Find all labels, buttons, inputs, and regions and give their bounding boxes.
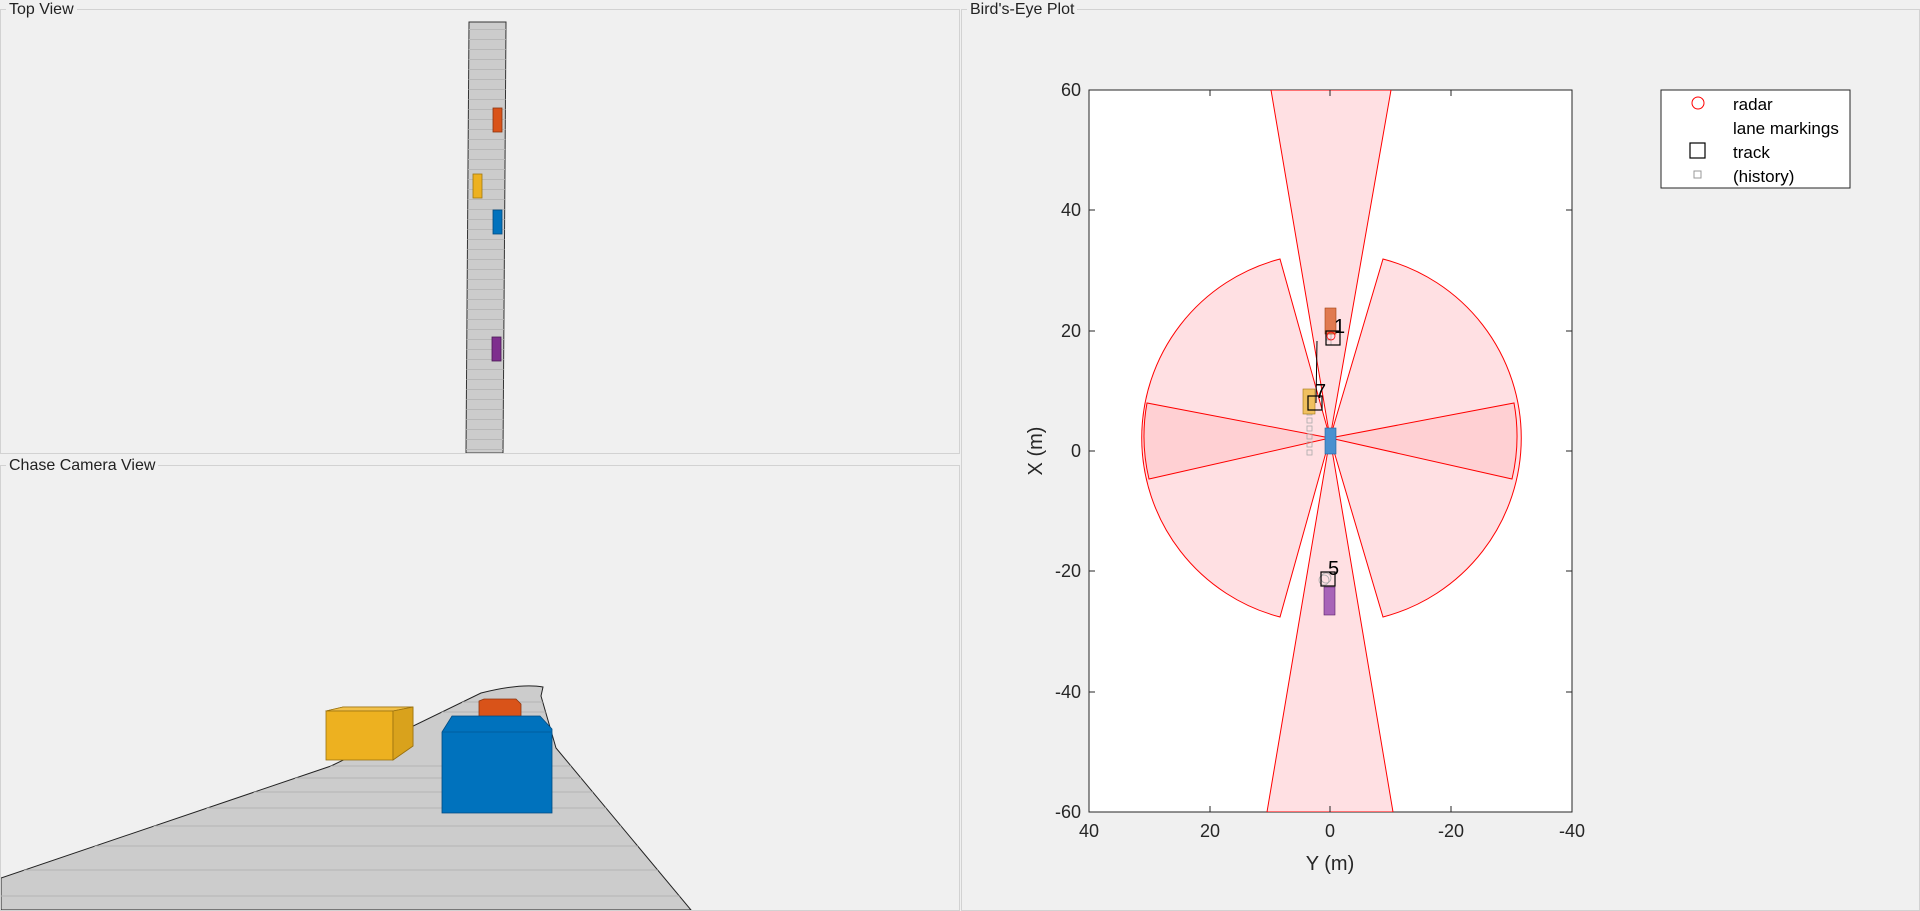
bep-ego-car [1324,427,1337,455]
x-tick-label: 20 [1200,821,1220,841]
x-tick-label: 40 [1079,821,1099,841]
chase-yellow-car [325,706,414,761]
radar-coverage-right-narrow [1329,402,1518,480]
track-label-7: 7 [1315,381,1326,403]
x-tick-label: -40 [1559,821,1585,841]
x-axis-ticks [1088,90,1573,812]
legend: radar lane markings track (history) [1660,89,1851,189]
radar-detection [1326,331,1336,341]
y-tick-label: 40 [1061,200,1081,220]
legend-track-marker [1689,142,1706,159]
y-axis-label: X (m) [1025,427,1047,476]
legend-radar-marker [1691,96,1705,110]
x-axis-label: Y (m) [1306,853,1355,875]
y-tick-label: -60 [1055,802,1081,822]
y-tick-label: -40 [1055,682,1081,702]
legend-label-track: track [1733,143,1770,162]
y-tick-label: -20 [1055,561,1081,581]
bep-yellow-car [1302,388,1316,415]
birds-eye-panel: Bird's-Eye Plot [961,1,1920,911]
chase-camera-panel: Chase Camera View [0,457,960,911]
bep-orange-car [1324,307,1337,335]
top-view-ego-car [492,209,503,235]
radar-coverage-left-narrow [1143,402,1331,480]
y-tick-label: 60 [1061,80,1081,100]
radar-coverage-rear [1266,437,1394,812]
track-label-5: 5 [1328,558,1339,580]
track-5-box [1320,571,1336,587]
legend-label-history: (history) [1733,167,1794,186]
legend-label-radar: radar [1733,95,1773,114]
top-view-scene [465,21,507,453]
y-axis-ticks [1089,89,1572,813]
track-1-box [1325,330,1341,346]
birds-eye-svg: 1 7 5 60 40 20 0 -20 -40 [1025,80,1851,875]
bep-purple-car [1323,586,1336,616]
radar-coverage-front [1270,90,1392,439]
top-view-yellow-car [472,173,483,199]
chase-camera-title: Chase Camera View [6,457,159,475]
track-7-box [1307,395,1323,411]
track-7-velocity [1315,340,1318,404]
track-label-1: 1 [1334,316,1345,338]
x-tick-label: 0 [1325,821,1335,841]
birds-eye-title: Bird's-Eye Plot [967,1,1078,19]
top-view-title: Top View [6,1,77,19]
top-view-purple-car [491,336,502,362]
legend-label-lane-markings: lane markings [1733,119,1839,138]
y-tick-label: 0 [1071,441,1081,461]
chase-camera-scene [1,685,692,910]
chase-ego-car [441,715,553,814]
top-view-orange-car [492,107,503,133]
x-tick-label: -20 [1438,821,1464,841]
top-view-panel: Top View [0,1,960,454]
legend-history-marker [1693,170,1702,179]
y-tick-label: 20 [1061,321,1081,341]
